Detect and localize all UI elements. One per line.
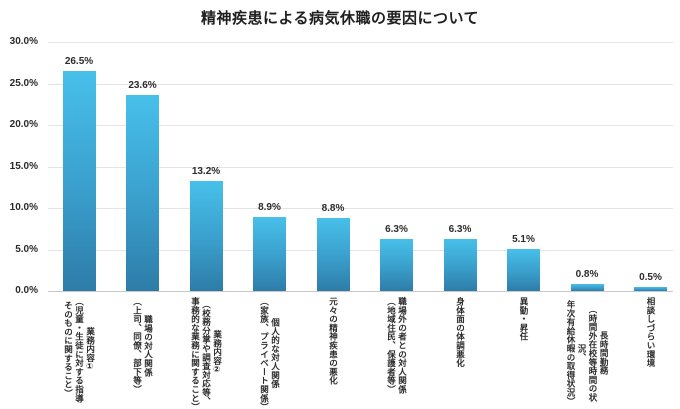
bar [380, 238, 413, 291]
y-axis-tick-label: 25.0% [9, 77, 38, 89]
plot-area: 30.0% 25.0% 20.0% 15.0% 10.0% 5.0% 0.0% 26.5% 業務… [10, 36, 673, 409]
y-axis-tick-label: 0.0% [15, 285, 38, 296]
bar-value-label: 6.3% [385, 223, 408, 235]
bar [443, 238, 477, 291]
gridline [48, 125, 673, 126]
y-axis-tick-label: 15.0% [9, 160, 38, 172]
x-axis-category: 相談しづらい環境 [619, 297, 680, 409]
y-axis-tick-label: 30.0% [9, 36, 38, 47]
x-axis-category-label: 長時間勤務 （時間外在校等時間の状況、 年次有給休暇の取得状況） [565, 300, 610, 406]
x-axis-category-label: 職場外の者との対人関係 （地域住民、保護者等） [386, 297, 408, 394]
x-axis-category: 業務内容① （児童・生徒に対する指導 そのものに関すること） [47, 297, 111, 409]
bar-value-label: 0.5% [639, 271, 662, 283]
gridline [48, 249, 673, 251]
x-axis-category-label: 身体面の体調悪化 [455, 297, 466, 368]
bar-value-label: 0.8% [575, 269, 599, 281]
y-axis-tick-label: 10.0% [9, 202, 38, 213]
x-axis-category: 個人的な対人関係 （家族、プライベート関係） [238, 297, 302, 409]
bar [253, 217, 286, 291]
y-axis-tick-label: 5.0% [15, 243, 38, 255]
x-axis-category-label: 相談しづらい環境 [646, 297, 657, 368]
x-axis-category-label: 職場の対人関係 （上司、同僚、部下等） [132, 297, 154, 394]
bar [634, 286, 667, 291]
gridline [48, 166, 673, 168]
x-axis-category-label: 個人的な対人関係 （家族、プライベート関係） [259, 297, 281, 409]
x-axis-category: 異動・昇任 [492, 297, 556, 409]
x-axis-category: 業務内容② （校務分掌や調査対応等、 事務的な業務に関すること） [174, 297, 238, 409]
x-axis-category-label: 異動・昇任 [519, 297, 530, 341]
bar [507, 248, 540, 291]
bar-value-label: 6.3% [448, 223, 472, 235]
bar-value-label: 8.9% [258, 202, 281, 214]
bar-value-label: 5.1% [512, 233, 535, 245]
bar-value-label: 8.8% [321, 202, 345, 214]
x-axis-category: 職場外の者との対人関係 （地域住民、保護者等） [365, 297, 429, 409]
x-axis-line [48, 291, 673, 292]
bar [126, 95, 159, 291]
bar [316, 217, 350, 291]
bar-value-label: 13.2% [191, 166, 221, 178]
x-axis-category: 元々の精神疾患の悪化 [301, 297, 365, 409]
x-axis-category-label: 業務内容② （校務分掌や調査対応等、 事務的な業務に関すること） [190, 297, 223, 409]
chart-title: 精神疾患による病気休職の要因について [200, 10, 480, 27]
bar [189, 181, 223, 291]
bar [570, 284, 604, 291]
x-axis-category: 身体面の体調悪化 [428, 297, 492, 409]
gridline [48, 83, 673, 85]
gridline [48, 208, 673, 209]
x-axis-category-label: 元々の精神疾患の悪化 [328, 297, 339, 385]
gridline [48, 42, 673, 43]
x-axis-category: 職場の対人関係 （上司、同僚、部下等） [111, 297, 175, 409]
bar-value-label: 23.6% [128, 80, 157, 92]
x-axis-category-label: 業務内容① （児童・生徒に対する指導 そのものに関すること） [63, 297, 96, 403]
bar-value-label: 26.5% [64, 56, 94, 68]
y-axis-tick-label: 20.0% [9, 119, 38, 130]
x-axis-category: 長時間勤務 （時間外在校等時間の状況、 年次有給休暇の取得状況） [555, 297, 619, 409]
bar [62, 71, 96, 291]
